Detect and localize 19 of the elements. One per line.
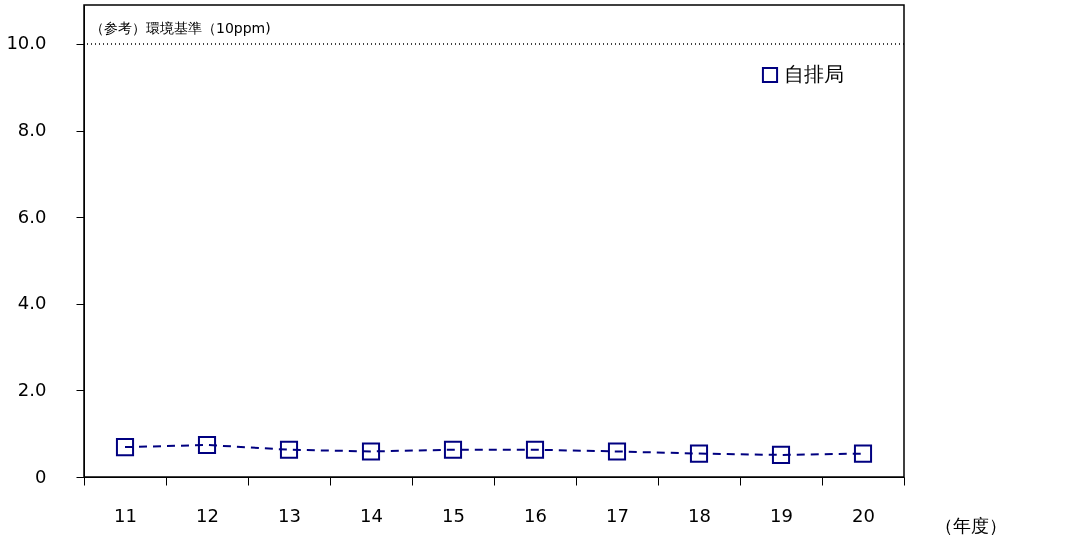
x-tick-label: 11 [114, 504, 137, 526]
legend-label: 自排局 [784, 62, 844, 86]
x-tick-label: 14 [360, 504, 383, 526]
ref-line-label: （参考）環境基準（10ppm) [90, 19, 271, 36]
x-tick-label: 16 [524, 504, 547, 526]
x-tick-label: 15 [442, 504, 465, 526]
y-tick-label: 4.0 [17, 292, 47, 314]
x-tick-label: 18 [688, 504, 711, 526]
y-tick-label: 0 [35, 465, 47, 487]
y-tick-label: 10.0 [6, 32, 47, 54]
x-tick-label: 17 [606, 504, 629, 526]
x-tick-label: 13 [278, 504, 301, 526]
x-tick-label: 12 [196, 504, 219, 526]
y-tick-label: 2.0 [17, 378, 47, 400]
y-tick-label: 6.0 [17, 205, 47, 227]
x-tick-label: 19 [770, 504, 793, 526]
x-tick-label: 20 [852, 504, 875, 526]
y-tick-label: 8.0 [17, 119, 47, 141]
x-axis-title: （年度） [934, 514, 1007, 536]
